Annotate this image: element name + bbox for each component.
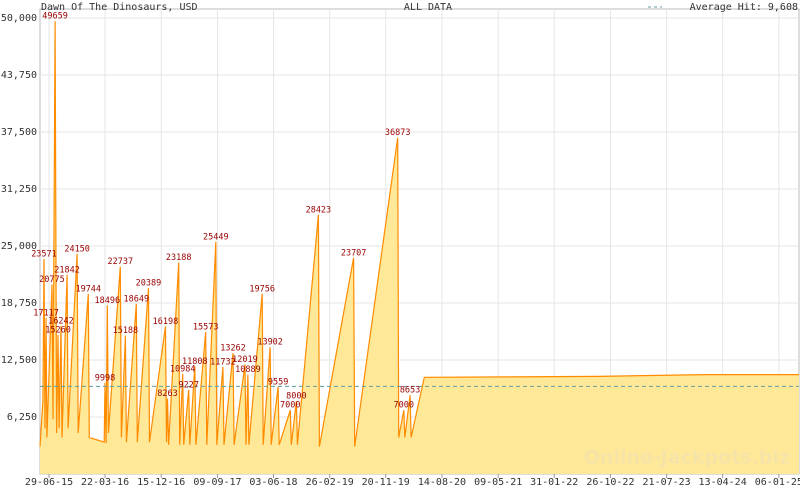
axes: 6,250 12,500 18,750 25,000 31,250 37,500 43,75… — [1, 13, 800, 488]
y-tick-label: 25,000 — [1, 241, 37, 252]
x-tick-label: 14-08-20 — [418, 477, 466, 488]
data-label: 25449 — [203, 232, 229, 242]
y-tick-label: 31,250 — [1, 184, 37, 195]
x-tick-label: 13-04-24 — [699, 477, 747, 488]
x-tick-label: 26-10-22 — [586, 477, 634, 488]
x-tick-label: 09-05-21 — [474, 477, 522, 488]
data-label: 36873 — [385, 128, 411, 138]
chart-title: Dawn Of The Dinosaurs, USD — [41, 2, 198, 13]
data-label: 23571 — [31, 250, 57, 260]
data-label: 13902 — [257, 338, 283, 348]
data-label: 15260 — [45, 325, 71, 335]
data-label: 8263 — [157, 389, 177, 399]
data-label: 21842 — [54, 265, 80, 275]
data-label: 24150 — [64, 244, 90, 254]
data-label: 7000 — [394, 401, 414, 411]
x-tick-label: 26-02-19 — [306, 477, 354, 488]
data-label: 11732 — [210, 358, 236, 368]
x-tick-label: 31-01-22 — [530, 477, 578, 488]
y-tick-label: 6,250 — [7, 412, 37, 423]
data-label: 13262 — [220, 344, 246, 354]
x-tick-label: 20-11-19 — [362, 477, 410, 488]
data-label: 10984 — [170, 364, 196, 374]
x-tick-label: 06-01-25 — [755, 477, 800, 488]
x-tick-label: 15-12-16 — [137, 477, 185, 488]
x-tick-label: 03-06-18 — [249, 477, 297, 488]
data-label: 16242 — [48, 316, 74, 326]
data-label: 18649 — [123, 294, 149, 304]
series — [39, 21, 799, 474]
data-label: 22737 — [108, 257, 134, 267]
y-tick-label: 43,750 — [1, 70, 37, 81]
data-label: 8653 — [400, 386, 420, 396]
data-label: 10889 — [235, 365, 261, 375]
data-label: 12019 — [232, 355, 258, 365]
data-label: 23188 — [166, 253, 192, 263]
x-tick-label: 21-07-23 — [643, 477, 691, 488]
data-label: 9227 — [178, 380, 198, 390]
data-label: 7000 — [280, 401, 300, 411]
data-label: 20389 — [136, 279, 162, 289]
data-label: 18496 — [95, 296, 121, 306]
y-tick-label: 12,500 — [1, 355, 37, 366]
y-tick-label: 18,750 — [1, 298, 37, 309]
legend-entry: Average Hit: 9,608 — [690, 2, 798, 13]
chart-subtitle: ALL DATA — [404, 2, 452, 13]
watermark: Online-Jackpots.biz — [584, 447, 790, 469]
legend-label: Average Hit: — [690, 2, 762, 13]
line — [39, 21, 799, 447]
data-label: 19756 — [249, 284, 275, 294]
data-label: 49659 — [42, 12, 68, 22]
data-label: 9998 — [95, 373, 115, 383]
data-label: 19744 — [75, 284, 101, 294]
x-tick-label: 22-03-16 — [81, 477, 129, 488]
data-label: 11808 — [182, 357, 208, 367]
area — [40, 21, 799, 474]
data-label: 28423 — [306, 205, 332, 215]
y-tick-label: 37,500 — [1, 127, 37, 138]
x-tick-label: 29-06-15 — [25, 477, 73, 488]
data-label: 16198 — [153, 317, 179, 327]
x-tick-label: 09-09-17 — [193, 477, 241, 488]
data-label: 8000 — [286, 392, 306, 402]
data-label: 9559 — [268, 377, 288, 387]
data-label: 17117 — [33, 308, 59, 318]
legend-value: 9,608 — [768, 2, 798, 13]
data-label: 20775 — [39, 275, 65, 285]
y-tick-label: 50,000 — [1, 13, 37, 24]
data-label: 23707 — [341, 248, 367, 258]
data-label: 15188 — [113, 326, 139, 336]
data-label: 15573 — [193, 322, 219, 332]
